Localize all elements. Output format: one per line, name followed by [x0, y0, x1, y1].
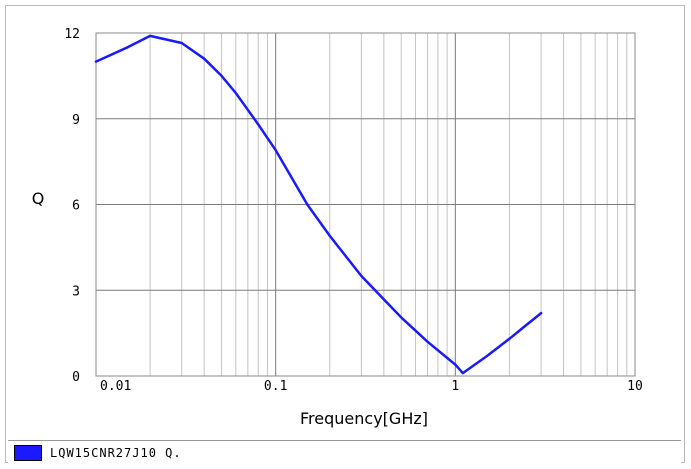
y-axis-title: Q — [32, 189, 45, 208]
legend-swatch — [14, 444, 42, 461]
y-tick-label: 0 — [72, 370, 80, 385]
series-line — [94, 34, 543, 375]
chart: 0.01 0.1 1 10 0 3 6 9 12 Frequency[GHz] Q — [32, 27, 643, 428]
legend: LQW15CNR27J10 Q. — [8, 440, 681, 464]
y-tick-label: 12 — [64, 27, 80, 42]
x-axis-title: Frequency[GHz] — [300, 409, 428, 428]
series-group — [94, 34, 543, 375]
y-tick-label: 3 — [72, 284, 80, 299]
plot-area — [95, 32, 636, 377]
x-tick-label: 1 — [451, 379, 459, 394]
x-tick-label: 10 — [627, 379, 643, 394]
y-tick-label: 9 — [72, 113, 80, 128]
chart-frame — [5, 5, 685, 463]
x-tick-label: 0.01 — [100, 379, 131, 394]
y-tick-label: 6 — [72, 199, 80, 214]
tick-labels: 0.01 0.1 1 10 0 3 6 9 12 — [64, 27, 642, 394]
x-tick-label: 0.1 — [264, 379, 287, 394]
grid — [96, 33, 635, 376]
legend-label: LQW15CNR27J10 Q. — [50, 445, 182, 460]
